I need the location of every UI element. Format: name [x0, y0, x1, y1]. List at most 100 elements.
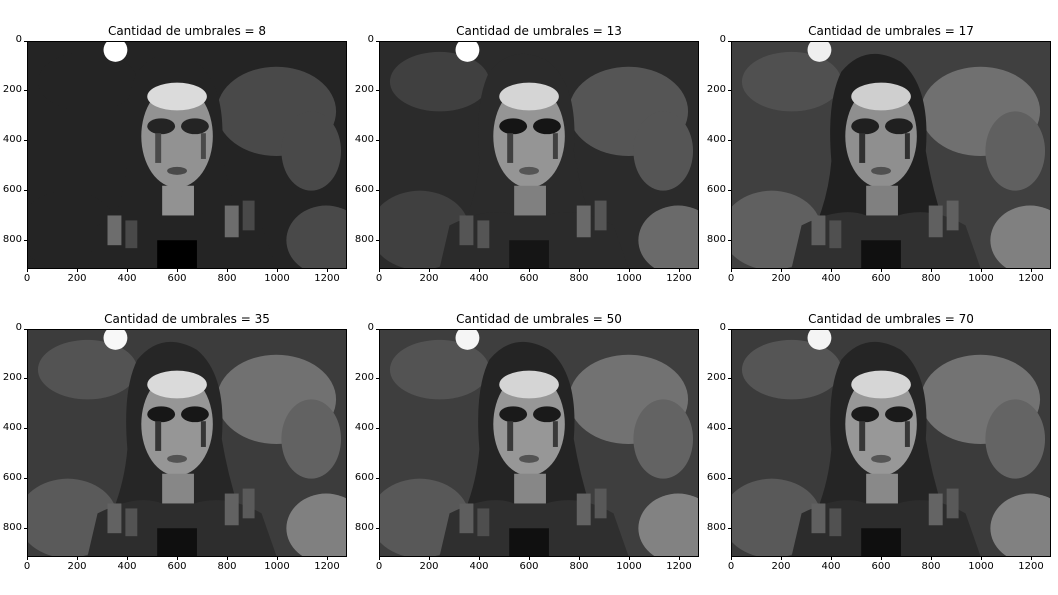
- y-tick-label: 200: [2, 371, 22, 383]
- x-tick-mark: [578, 557, 580, 560]
- y-tick-label: 0: [367, 322, 374, 333]
- x-tick-label: 600: [871, 273, 891, 284]
- x-tick-mark: [26, 557, 28, 560]
- x-tick-mark: [428, 557, 430, 560]
- x-tick-mark: [578, 269, 580, 272]
- y-tick-mark: [728, 528, 731, 530]
- y-tick-label: 600: [354, 471, 374, 483]
- y-tick-label: 600: [2, 183, 22, 195]
- x-tick-mark: [276, 557, 278, 560]
- y-tick-mark: [376, 40, 379, 42]
- x-tick-label: 1000: [968, 561, 994, 572]
- y-tick-label: 0: [719, 34, 726, 45]
- y-tick-label: 600: [354, 183, 374, 195]
- y-tick-label: 0: [15, 322, 22, 333]
- x-tick-mark: [276, 269, 278, 272]
- y-tick-label: 800: [354, 233, 374, 245]
- x-tick-mark: [378, 557, 380, 560]
- y-tick-mark: [24, 190, 27, 192]
- y-tick-mark: [24, 90, 27, 92]
- y-tick-mark: [376, 240, 379, 242]
- portrait-image: [380, 42, 698, 268]
- x-tick-mark: [176, 269, 178, 272]
- x-tick-label: 0: [375, 561, 383, 572]
- x-tick-label: 200: [771, 273, 791, 284]
- x-tick-label: 600: [519, 273, 539, 284]
- x-tick-mark: [378, 269, 380, 272]
- y-tick-label: 200: [706, 83, 726, 95]
- x-tick-label: 1000: [968, 273, 994, 284]
- y-tick-label: 0: [15, 34, 22, 45]
- x-tick-label: 1200: [314, 273, 340, 284]
- x-tick-label: 400: [117, 561, 137, 572]
- y-tick-label: 400: [706, 133, 726, 145]
- y-tick-mark: [376, 428, 379, 430]
- x-tick-mark: [1030, 557, 1032, 560]
- y-tick-mark: [728, 40, 731, 42]
- y-tick-mark: [728, 328, 731, 330]
- y-tick-label: 800: [706, 521, 726, 533]
- y-tick-mark: [728, 428, 731, 430]
- x-tick-mark: [830, 557, 832, 560]
- image-axes: [731, 329, 1051, 557]
- y-tick-mark: [376, 90, 379, 92]
- x-tick-mark: [226, 557, 228, 560]
- y-tick-label: 0: [719, 322, 726, 333]
- x-tick-label: 400: [469, 561, 489, 572]
- x-tick-mark: [880, 269, 882, 272]
- x-tick-mark: [176, 557, 178, 560]
- y-tick-mark: [728, 478, 731, 480]
- x-tick-mark: [528, 269, 530, 272]
- x-tick-mark: [780, 557, 782, 560]
- x-tick-label: 0: [727, 561, 735, 572]
- y-tick-label: 800: [2, 521, 22, 533]
- x-tick-label: 0: [23, 273, 31, 284]
- x-tick-label: 400: [117, 273, 137, 284]
- x-tick-mark: [76, 557, 78, 560]
- portrait-image: [28, 42, 346, 268]
- y-tick-label: 400: [2, 421, 22, 433]
- panel-title: Cantidad de umbrales = 35: [104, 312, 270, 326]
- x-tick-label: 0: [23, 561, 31, 572]
- x-tick-label: 800: [217, 561, 237, 572]
- portrait-image: [28, 330, 346, 556]
- x-tick-mark: [76, 269, 78, 272]
- x-tick-mark: [126, 557, 128, 560]
- y-tick-label: 600: [706, 471, 726, 483]
- panel-title: Cantidad de umbrales = 13: [456, 24, 622, 38]
- x-tick-label: 400: [469, 273, 489, 284]
- x-tick-label: 400: [821, 273, 841, 284]
- x-tick-label: 800: [569, 273, 589, 284]
- x-tick-mark: [478, 269, 480, 272]
- x-tick-label: 400: [821, 561, 841, 572]
- y-tick-mark: [24, 40, 27, 42]
- x-tick-mark: [678, 269, 680, 272]
- x-tick-mark: [678, 557, 680, 560]
- x-tick-label: 200: [771, 561, 791, 572]
- x-tick-mark: [930, 557, 932, 560]
- image-axes: [27, 329, 347, 557]
- x-tick-mark: [428, 269, 430, 272]
- x-tick-label: 200: [67, 273, 87, 284]
- y-tick-mark: [728, 90, 731, 92]
- y-tick-label: 400: [2, 133, 22, 145]
- y-tick-label: 0: [367, 34, 374, 45]
- y-tick-mark: [376, 140, 379, 142]
- x-tick-label: 1200: [1018, 273, 1044, 284]
- y-tick-label: 200: [354, 83, 374, 95]
- y-tick-mark: [24, 378, 27, 380]
- x-tick-label: 200: [419, 561, 439, 572]
- portrait-image: [732, 42, 1050, 268]
- x-tick-label: 800: [569, 561, 589, 572]
- x-tick-mark: [26, 269, 28, 272]
- y-tick-label: 800: [2, 233, 22, 245]
- y-tick-mark: [24, 428, 27, 430]
- x-tick-label: 600: [167, 273, 187, 284]
- x-tick-label: 1000: [264, 273, 290, 284]
- y-tick-label: 800: [706, 233, 726, 245]
- x-tick-label: 800: [921, 561, 941, 572]
- y-tick-label: 400: [354, 421, 374, 433]
- x-tick-label: 600: [871, 561, 891, 572]
- x-tick-label: 0: [375, 273, 383, 284]
- x-tick-label: 800: [217, 273, 237, 284]
